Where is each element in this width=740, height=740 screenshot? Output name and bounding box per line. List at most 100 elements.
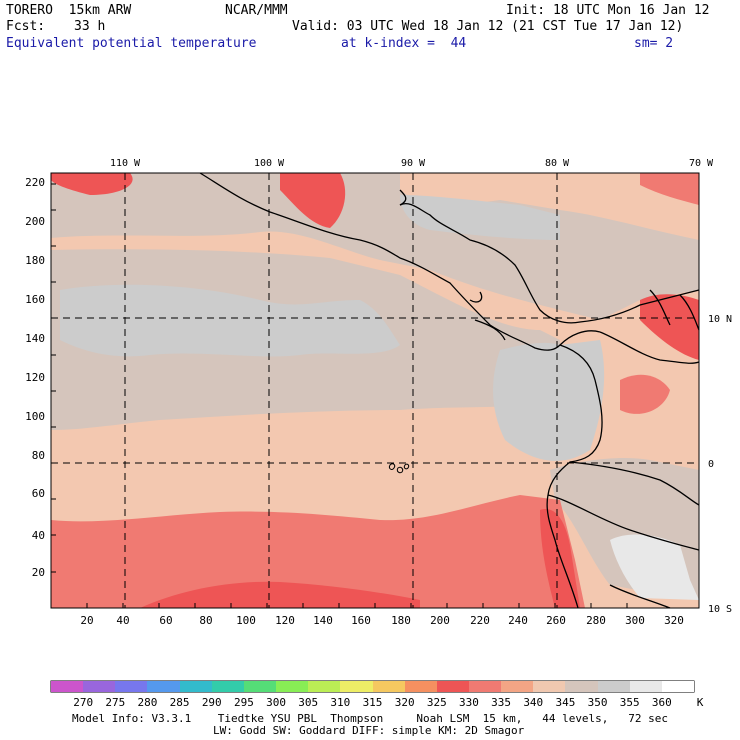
- colorbar-swatch: [179, 681, 213, 692]
- y-tick-label: 20: [32, 566, 45, 579]
- colorbar-level-label: 300: [266, 696, 286, 709]
- valid-time: Valid: 03 UTC Wed 18 Jan 12 (21 CST Tue …: [292, 19, 684, 34]
- x-tick-marks: [86, 603, 628, 608]
- longitude-label: 70 W: [689, 158, 714, 169]
- x-tick-label: 320: [664, 614, 684, 627]
- x-tick-label: 260: [546, 614, 566, 627]
- y-tick-label: 200: [25, 215, 45, 228]
- colorbar-swatch: [629, 681, 663, 692]
- colorbar-level-label: 275: [105, 696, 126, 709]
- init-time: Init: 18 UTC Mon 16 Jan 12: [506, 3, 710, 18]
- colorbar-level-label: 340: [523, 696, 544, 709]
- field-region-south-warm: [51, 495, 585, 608]
- x-tick-label: 180: [391, 614, 411, 627]
- colorbar-swatch: [565, 681, 599, 692]
- colorbar-swatch: [661, 681, 695, 692]
- colorbar-level-label: 315: [362, 696, 383, 709]
- model-name: TORERO 15km ARW: [6, 3, 132, 18]
- y-tick-label: 180: [25, 254, 45, 267]
- galapagos-islands: [389, 463, 410, 474]
- forecast-hours: 33 h: [74, 19, 106, 34]
- colorbar-swatch: [340, 681, 373, 692]
- colorbar-unit: K: [696, 696, 704, 709]
- x-tick-label: 100: [236, 614, 256, 627]
- x-tick-label: 160: [351, 614, 371, 627]
- x-tick-label: 140: [313, 614, 333, 627]
- colorbar-swatch: [501, 681, 534, 692]
- x-tick-label: 200: [430, 614, 450, 627]
- colorbar-swatch: [372, 681, 406, 692]
- colorbar-swatch: [276, 681, 309, 692]
- colorbar-swatch: [308, 681, 341, 692]
- colorbar-swatch: [51, 681, 84, 692]
- colorbar-level-label: 360: [651, 696, 672, 709]
- x-tick-label: 20: [80, 614, 93, 627]
- forecast-label: Fcst:: [6, 19, 46, 34]
- colorbar-level-label: 325: [426, 696, 447, 709]
- coastlines: [199, 172, 700, 609]
- y-tick-label: 60: [32, 487, 45, 500]
- colorbar-swatch: [436, 681, 470, 692]
- colorbar-swatch: [597, 681, 631, 692]
- field-region-ne-warm: [640, 173, 699, 205]
- colorbar-level-label: 345: [555, 696, 576, 709]
- field-region-gray-east: [493, 340, 605, 461]
- model-info-line1: Model Info: V3.3.1 Tiedtke YSU PBL Thomp…: [72, 712, 669, 725]
- colorbar-level-label: 295: [233, 696, 254, 709]
- colorbar-level-label: 335: [491, 696, 512, 709]
- y-tick-label: 160: [25, 293, 45, 306]
- center-name: NCAR/MMM: [225, 3, 288, 18]
- x-tick-label: 220: [470, 614, 490, 627]
- colorbar-swatch: [468, 681, 502, 692]
- field-region-east-warm: [620, 374, 670, 414]
- colorbar-level-label: 330: [459, 696, 479, 709]
- x-tick-label: 80: [199, 614, 212, 627]
- latitude-label: 10 N: [708, 314, 732, 325]
- y-tick-label: 40: [32, 529, 45, 542]
- y-tick-label: 140: [25, 332, 45, 345]
- latitude-label: 10 S: [708, 604, 732, 615]
- longitude-label: 110 W: [110, 158, 141, 169]
- field-region-light-gray: [610, 534, 699, 600]
- colorbar-swatch: [211, 681, 245, 692]
- x-tick-label: 280: [586, 614, 606, 627]
- colorbar-level-label: 305: [298, 696, 319, 709]
- y-tick-marks: [51, 183, 56, 573]
- x-tick-label: 300: [625, 614, 645, 627]
- model-info-line2: LW: Godd SW: Goddard DIFF: simple KM: 2D…: [213, 724, 525, 737]
- colorbar-level-label: 350: [587, 696, 608, 709]
- colorbar-level-label: 270: [73, 696, 94, 709]
- colorbar-swatch: [404, 681, 438, 692]
- colorbar-level-label: 355: [619, 696, 640, 709]
- field-region-mexico-warm: [51, 173, 133, 195]
- colorbar-swatch: [115, 681, 148, 692]
- smoothing-info: sm= 2: [634, 36, 674, 51]
- x-tick-label: 240: [508, 614, 528, 627]
- latitude-label: 0: [708, 459, 714, 470]
- field-region-gray: [60, 284, 400, 357]
- colorbar-swatch: [533, 681, 566, 692]
- field-name: Equivalent potential temperature: [6, 36, 257, 51]
- x-tick-label: 120: [275, 614, 295, 627]
- field-region-south-hot: [140, 581, 420, 608]
- x-tick-label: 40: [116, 614, 129, 627]
- longitude-label: 80 W: [545, 158, 570, 169]
- colorbar-swatch: [147, 681, 181, 692]
- colorbar-level-label: 290: [201, 696, 222, 709]
- y-tick-label: 120: [25, 371, 45, 384]
- y-tick-label: 220: [25, 176, 45, 189]
- grid-lines: [51, 173, 699, 608]
- colorbar-level-label: 280: [137, 696, 158, 709]
- x-tick-label: 60: [159, 614, 172, 627]
- colorbar-level-label: 285: [169, 696, 190, 709]
- level-info: at k-index = 44: [341, 36, 467, 51]
- longitude-label: 100 W: [254, 158, 285, 169]
- y-tick-label: 80: [32, 449, 45, 462]
- y-tick-label: 100: [25, 410, 45, 423]
- colorbar-swatch: [83, 681, 116, 692]
- field-region-north-coast-gray: [400, 195, 560, 240]
- field-region-mexico-warm-2: [280, 173, 346, 228]
- colorbar-swatch: [243, 681, 277, 692]
- field-region-caribbean-warm: [640, 294, 699, 360]
